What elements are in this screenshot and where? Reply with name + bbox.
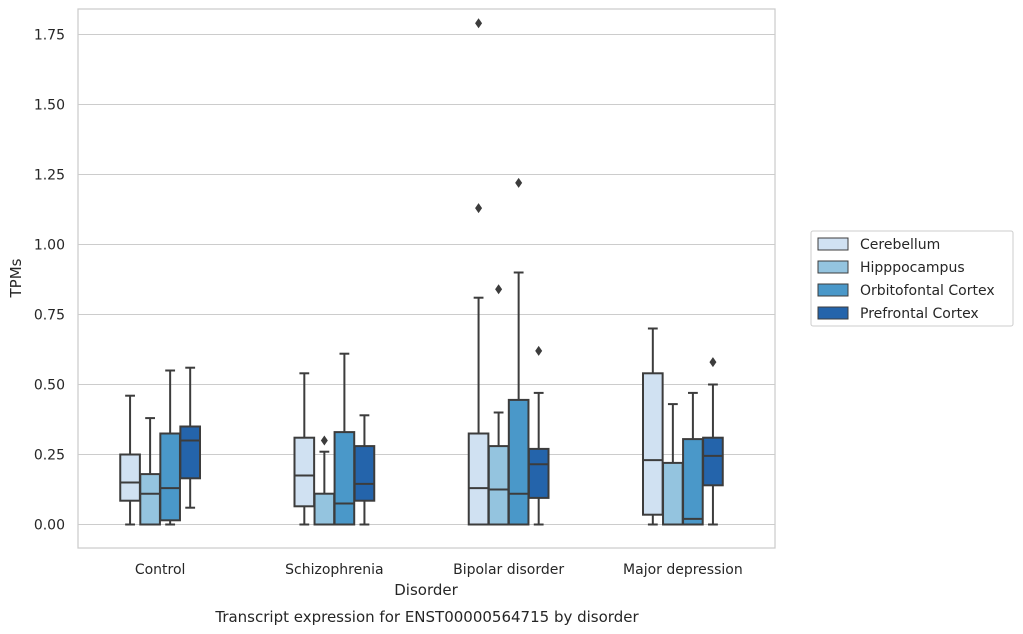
box-body — [487, 445, 510, 526]
box-body — [139, 473, 161, 526]
legend-frame — [810, 230, 1014, 327]
box-2-2 — [507, 177, 530, 526]
box-1-0 — [293, 372, 316, 526]
legend-swatch — [817, 260, 849, 274]
outlier-point — [475, 203, 483, 214]
box-body — [682, 438, 704, 526]
legend-label: Cerebellum — [860, 237, 940, 253]
box-0-3 — [179, 366, 202, 509]
box-0-0 — [119, 394, 141, 526]
box-1-1 — [313, 435, 336, 526]
legend-label: Hipppocampus — [860, 260, 965, 276]
y-tick-label: 0.50 — [34, 378, 65, 394]
box-body — [159, 432, 181, 522]
legend-label: Prefrontal Cortex — [860, 306, 979, 322]
y-tick-label: 0.25 — [34, 448, 65, 464]
box-body — [702, 436, 724, 487]
x-tick-label: Major depression — [623, 562, 743, 578]
outlier-point — [320, 435, 328, 446]
y-tick-label: 0.00 — [34, 518, 65, 534]
outlier-point — [495, 284, 503, 295]
box-body — [527, 447, 550, 499]
y-tick-label: 1.00 — [34, 238, 65, 254]
outlier-point — [475, 18, 483, 29]
legend-swatch — [817, 237, 849, 251]
x-tick-label: Schizophrenia — [285, 562, 383, 578]
legend: Cerebellum Hipppocampus Orbitofontal Corte… — [810, 230, 1014, 327]
x-axis-tick-labels: Control Schizophrenia Bipolar disorder Majo… — [135, 562, 743, 578]
y-tick-label: 1.50 — [34, 98, 65, 114]
box-plot-layer — [119, 18, 724, 526]
y-axis-tick-labels: 0.00 0.25 0.50 0.75 1.00 1.25 1.50 1.75 — [34, 28, 65, 534]
x-tick-label: Bipolar disorder — [453, 562, 564, 578]
chart-caption: Transcript expression for ENST0000056471… — [214, 608, 639, 626]
x-tick-label: Control — [135, 562, 186, 578]
outlier-point — [709, 357, 717, 368]
box-2-1 — [487, 284, 510, 526]
box-3-1 — [662, 403, 684, 526]
box-body — [313, 492, 336, 526]
box-body — [333, 431, 356, 526]
box-2-0 — [467, 18, 490, 526]
y-tick-label: 0.75 — [34, 308, 65, 324]
outlier-point — [535, 345, 543, 356]
box-body — [507, 398, 530, 526]
box-body — [179, 425, 202, 480]
box-body — [467, 432, 490, 526]
legend-swatch — [817, 283, 849, 297]
box-1-3 — [353, 414, 376, 526]
box-body — [293, 436, 316, 508]
outlier-point — [515, 177, 523, 188]
box-body — [662, 461, 684, 526]
legend-label: Orbitofontal Cortex — [860, 283, 995, 299]
x-axis-title: Disorder — [394, 581, 458, 599]
y-tick-label: 1.75 — [34, 28, 65, 44]
y-axis-title: TPMs — [7, 258, 25, 298]
y-tick-label: 1.25 — [34, 168, 65, 184]
box-2-3 — [527, 345, 550, 526]
box-body — [119, 453, 141, 502]
box-body — [641, 372, 664, 516]
box-1-2 — [333, 352, 356, 526]
box-body — [353, 445, 376, 502]
box-3-3 — [702, 357, 724, 526]
box-3-0 — [641, 327, 664, 526]
box-0-2 — [159, 369, 181, 526]
box-0-1 — [139, 417, 161, 526]
box-3-2 — [682, 391, 704, 526]
legend-swatch — [817, 306, 849, 320]
plot-area-frame — [77, 8, 776, 549]
